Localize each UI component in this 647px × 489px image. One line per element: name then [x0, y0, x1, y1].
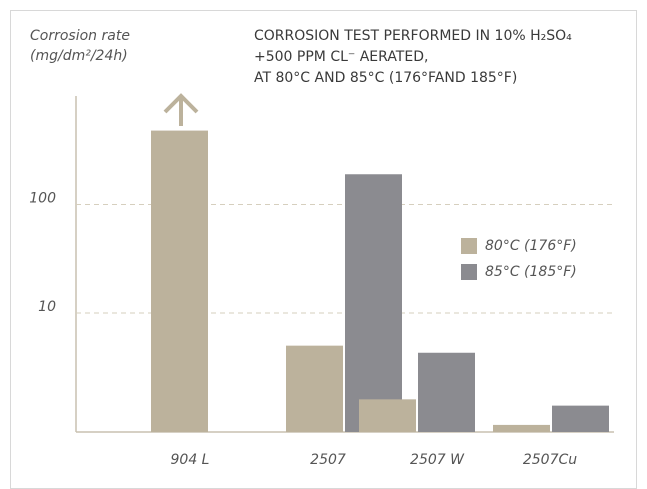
title-line: +500 PPM CL⁻ AERATED, [254, 49, 428, 65]
title-line: CORROSION TEST PERFORMED IN 10% H₂SO₄ [254, 28, 572, 44]
legend-swatch [461, 238, 477, 254]
y-tick-label: 100 [29, 190, 56, 206]
y-label-line: (mg/dm²/24h) [30, 48, 128, 64]
bar [359, 399, 416, 432]
off-scale-arrow [163, 93, 199, 126]
x-tick-label: 2507 W [410, 452, 465, 468]
bar [418, 352, 475, 432]
bar [552, 405, 609, 432]
y-tick-label: 10 [38, 299, 56, 315]
title: CORROSION TEST PERFORMED IN 10% H₂SO₄ +50… [254, 28, 572, 86]
bar [151, 130, 208, 433]
x-tick-label: 2507 [310, 452, 346, 468]
legend-label: 80°C (176°F) [485, 238, 577, 254]
bar [493, 424, 550, 432]
x-tick-label: 904 L [171, 452, 210, 468]
title-line: AT 80°C AND 85°C (176°FAND 185°F) [254, 70, 517, 86]
bar [345, 174, 402, 432]
legend-swatch [461, 264, 477, 280]
x-tick-label: 2507Cu [523, 452, 577, 468]
y-label-line: Corrosion rate [30, 28, 130, 44]
y-axis-label: Corrosion rate (mg/dm²/24h) [30, 28, 130, 64]
bar [286, 345, 343, 432]
legend-label: 85°C (185°F) [485, 264, 577, 280]
